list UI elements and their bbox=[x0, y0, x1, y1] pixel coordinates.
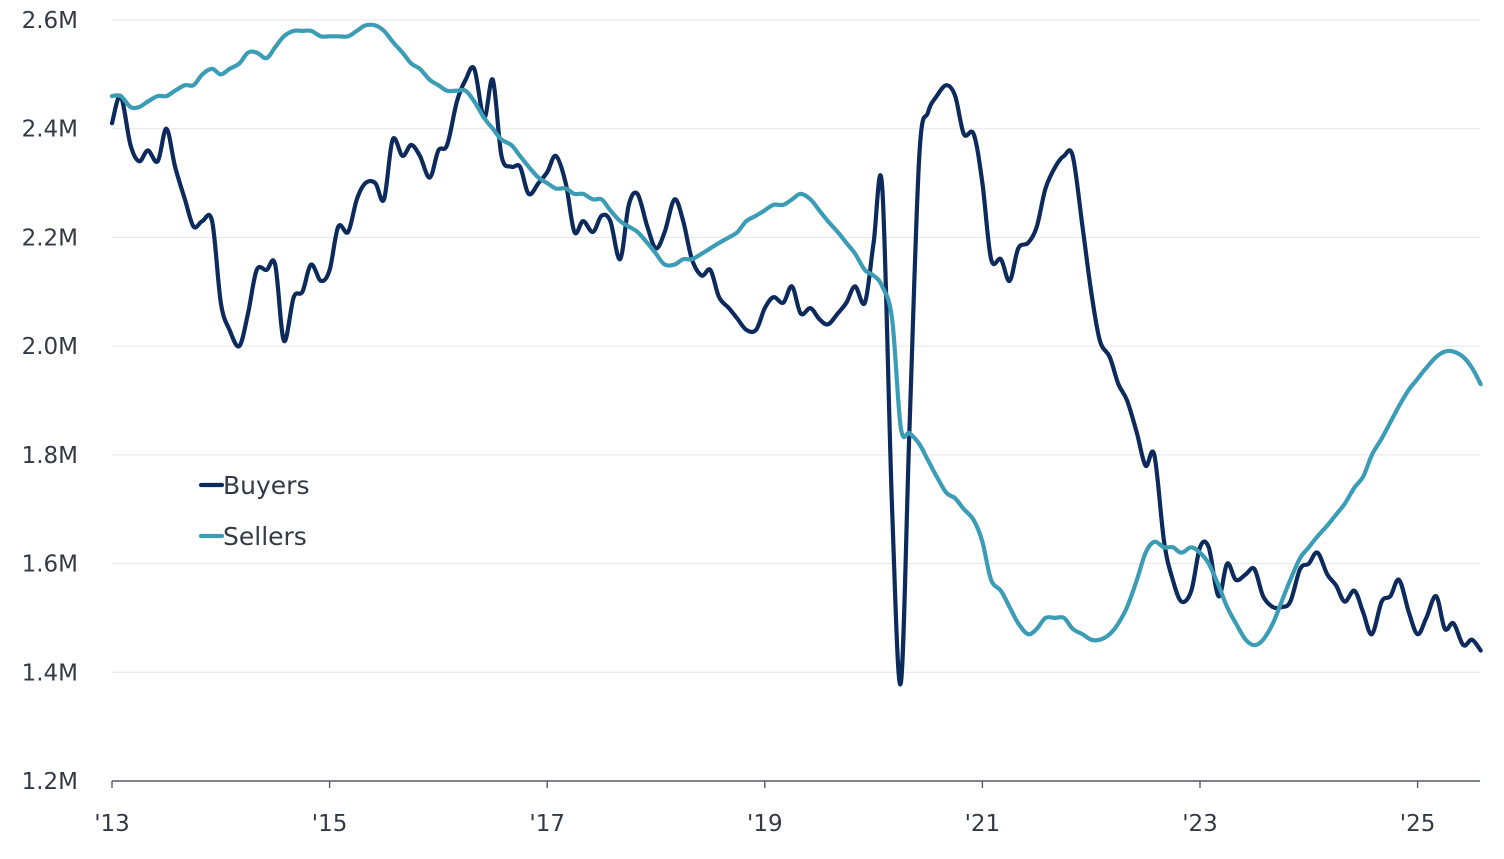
grid-lines bbox=[112, 19, 1480, 673]
y-tick-label: 1.8M bbox=[22, 443, 78, 469]
x-tick-label: '13 bbox=[94, 811, 130, 837]
x-tick-label: '21 bbox=[965, 811, 1001, 837]
legend-label-sellers: Sellers bbox=[223, 522, 307, 551]
x-tick-label: '15 bbox=[312, 811, 348, 837]
y-tick-label: 2.0M bbox=[22, 334, 78, 360]
x-tick-label: '17 bbox=[529, 811, 565, 837]
series-line-sellers bbox=[109, 22, 1483, 648]
legend: Buyers Sellers bbox=[198, 471, 309, 551]
y-tick-label: 2.6M bbox=[22, 8, 78, 34]
y-tick-label: 1.4M bbox=[22, 660, 78, 686]
y-tick-label: 2.2M bbox=[22, 225, 78, 251]
legend-item-buyers: Buyers bbox=[198, 471, 309, 500]
x-tick-label: '19 bbox=[747, 811, 783, 837]
x-tick-label: '25 bbox=[1400, 811, 1436, 837]
y-tick-label: 1.6M bbox=[22, 552, 78, 578]
series-lines bbox=[109, 22, 1483, 687]
y-axis-labels: 1.2M 1.4M 1.6M 1.8M 2.0M 2.2M 2.4M 2.6M bbox=[22, 8, 78, 795]
legend-label-buyers: Buyers bbox=[223, 471, 309, 500]
legend-item-sellers: Sellers bbox=[198, 522, 307, 551]
y-tick-label: 2.4M bbox=[22, 117, 78, 143]
series-line-buyers bbox=[109, 65, 1483, 687]
x-axis-labels: '13 '15 '17 '19 '21 '23 '25 bbox=[94, 781, 1435, 837]
x-tick-label: '23 bbox=[1182, 811, 1218, 837]
y-tick-label: 1.2M bbox=[22, 769, 78, 795]
